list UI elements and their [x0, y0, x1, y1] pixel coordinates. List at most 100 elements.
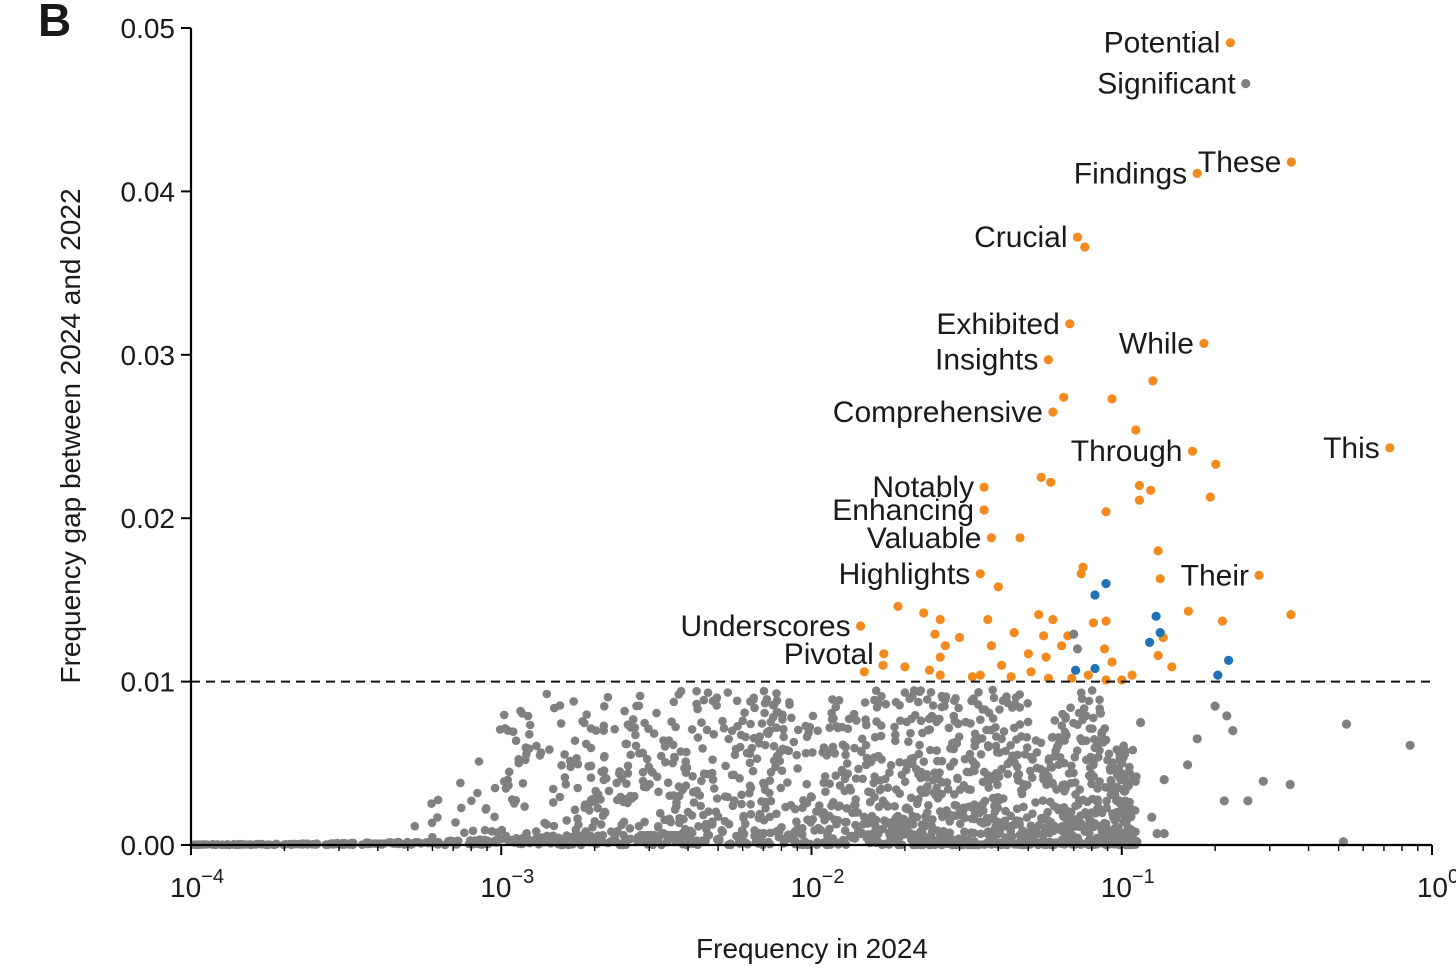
- cloud-point: [718, 827, 727, 837]
- blue-words-point: [1151, 611, 1161, 621]
- y-tick-label: 0.02: [121, 503, 176, 534]
- cloud-point: [531, 834, 541, 843]
- cloud-point: [1070, 752, 1080, 762]
- other-orange-point: [1088, 618, 1098, 628]
- other-orange-point: [1023, 649, 1033, 659]
- cloud-point: [654, 787, 663, 797]
- cloud-point: [766, 717, 776, 727]
- cloud-point: [1105, 764, 1115, 773]
- cloud-point: [737, 826, 747, 835]
- other-gray-point: [1243, 796, 1253, 806]
- cloud-point: [966, 785, 975, 794]
- cloud-point: [724, 734, 733, 744]
- cloud-point: [1037, 813, 1046, 823]
- cloud-point: [630, 792, 639, 801]
- cloud-point: [1027, 773, 1037, 782]
- point-pivotal: [879, 649, 889, 659]
- cloud-point: [694, 822, 703, 831]
- cloud-point: [940, 701, 949, 711]
- cloud-point: [1011, 820, 1021, 829]
- cloud-point: [511, 736, 521, 745]
- cloud-point: [622, 779, 631, 788]
- cloud-point: [481, 805, 491, 814]
- cloud-point: [1001, 833, 1010, 842]
- cloud-point: [838, 740, 848, 749]
- cloud-point: [674, 836, 684, 845]
- cloud-point: [698, 744, 707, 753]
- cloud-point: [1023, 699, 1032, 708]
- cloud-point: [1073, 720, 1082, 729]
- cloud-point: [742, 748, 752, 758]
- label-valuable: Valuable: [867, 522, 982, 555]
- cloud-point: [593, 803, 603, 813]
- cloud-point: [1087, 686, 1097, 695]
- cloud-point: [578, 717, 587, 726]
- y-axis-title: Frequency gap between 2024 and 2022: [55, 188, 86, 683]
- cloud-point: [891, 736, 900, 746]
- cloud-point: [926, 688, 936, 697]
- other-orange-point: [930, 629, 940, 639]
- cloud-point: [1031, 798, 1040, 807]
- other-gray-point: [1159, 829, 1169, 839]
- cloud-point: [1076, 688, 1086, 697]
- axes: 0.00 0.01 0.02 0.03 0.04 0.05 10−4 10−3 10−2 10−1…: [121, 13, 1456, 903]
- cloud-point: [914, 697, 923, 707]
- cloud-point: [603, 692, 613, 702]
- cloud-point: [772, 689, 781, 698]
- cloud-point: [802, 779, 811, 789]
- x-tick-label: 10−4: [170, 866, 224, 903]
- cloud-point: [929, 775, 938, 785]
- cloud-point: [473, 788, 482, 798]
- cloud-point: [1047, 763, 1057, 772]
- cloud-point: [785, 698, 794, 707]
- cloud-point: [708, 775, 718, 784]
- cloud-point: [451, 818, 460, 827]
- cloud-point: [1095, 695, 1104, 704]
- cloud-point: [1002, 692, 1011, 701]
- cloud-point: [712, 835, 722, 844]
- cloud-point: [709, 730, 719, 739]
- cloud-point: [1019, 780, 1028, 789]
- point-crucial: [1072, 232, 1083, 242]
- cloud-point: [1015, 703, 1025, 712]
- cloud-point: [1084, 696, 1094, 706]
- cloud-point: [820, 815, 829, 825]
- cloud-point: [1054, 733, 1063, 742]
- cloud-point: [522, 750, 531, 759]
- cloud-point: [557, 761, 566, 770]
- cloud-point: [1069, 768, 1078, 778]
- cloud-point: [1039, 775, 1048, 784]
- cloud-point: [1088, 794, 1097, 804]
- cloud-point: [634, 821, 644, 831]
- cloud-point: [1011, 693, 1021, 702]
- cloud-point: [708, 755, 717, 764]
- cloud-point: [881, 699, 891, 709]
- other-orange-point: [1134, 495, 1144, 505]
- cloud-point: [808, 711, 818, 721]
- cloud-point: [1022, 813, 1032, 822]
- cloud-point: [729, 770, 739, 780]
- cloud-point: [1052, 785, 1061, 794]
- cloud-point: [457, 803, 466, 813]
- cloud-point: [953, 719, 963, 728]
- cloud-point: [617, 820, 626, 830]
- other-orange-point: [1083, 670, 1093, 680]
- cloud-point: [803, 815, 812, 824]
- other-orange-point: [1015, 533, 1025, 543]
- cloud-point: [1089, 713, 1098, 723]
- cloud-point: [874, 829, 883, 839]
- cloud-point: [1094, 752, 1103, 762]
- cloud-point: [1019, 802, 1028, 812]
- cloud-point: [593, 790, 603, 799]
- cloud-point: [1000, 816, 1010, 826]
- point-this: [1385, 443, 1395, 453]
- blue-words-point: [1090, 663, 1100, 674]
- cloud-point: [560, 773, 570, 782]
- other-gray-point: [1341, 719, 1352, 729]
- cloud-point: [549, 821, 559, 831]
- cloud-point: [1065, 810, 1075, 819]
- cloud-point: [1132, 772, 1141, 781]
- cloud-point: [610, 724, 619, 734]
- cloud-point: [976, 829, 985, 839]
- cloud-point: [997, 764, 1006, 774]
